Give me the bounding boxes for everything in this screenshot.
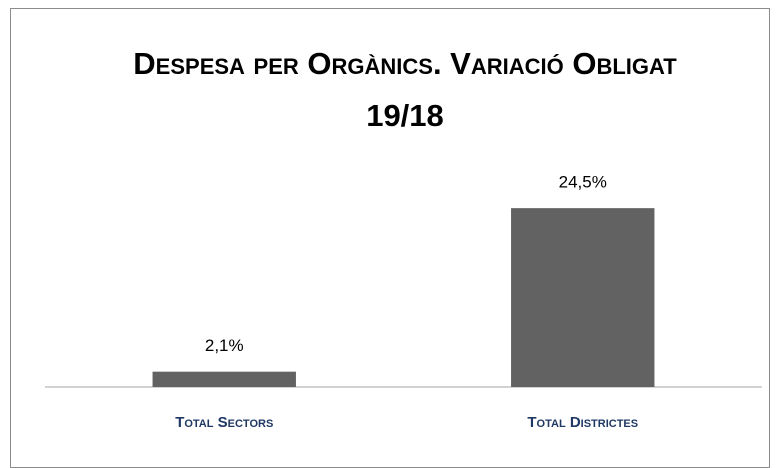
chart: Total Sectors 2,1% Total Districtes 24,5% [45,173,762,431]
data-label: 2,1% [205,336,244,355]
data-label: 24,5% [559,173,607,192]
x-tick-label: Total Districtes [527,414,638,431]
bar [511,208,655,387]
x-tick-label: Total Sectors [175,414,273,431]
chart-title: Despesa per Orgànics. Variació Obligat 1… [133,46,677,133]
page: Despesa per Orgànics. Variació Obligat 1… [10,8,770,468]
bar [152,371,296,387]
